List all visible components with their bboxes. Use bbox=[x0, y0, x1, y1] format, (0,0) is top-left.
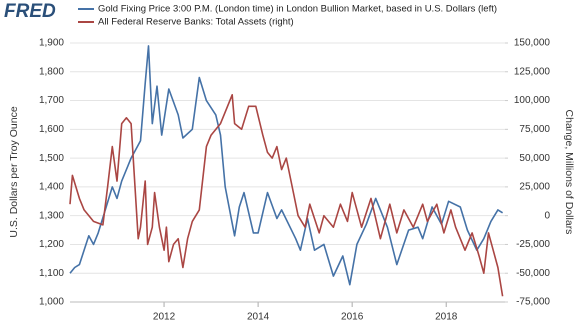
y2-tick-label: -75,000 bbox=[516, 297, 550, 308]
y-tick-label: 1,200 bbox=[39, 239, 64, 250]
y2-tick-label: 100,000 bbox=[514, 95, 551, 106]
y2-tick-label: 0 bbox=[544, 210, 550, 221]
y-tick-label: 1,400 bbox=[39, 182, 64, 193]
y-tick-label: 1,500 bbox=[39, 153, 64, 164]
y2-tick-label: -50,000 bbox=[516, 268, 550, 279]
legend-label: All Federal Reserve Banks: Total Assets … bbox=[98, 17, 294, 28]
logo: FRED bbox=[4, 1, 56, 22]
y-tick-label: 1,300 bbox=[39, 210, 64, 221]
y-axis-title: U.S. Dollars per Troy Ounce bbox=[8, 106, 20, 237]
y2-axis-title: Change, Millions of Dollars bbox=[563, 110, 575, 235]
series-line bbox=[69, 45, 504, 286]
y-tick-label: 1,100 bbox=[39, 268, 64, 279]
y2-tick-label: 25,000 bbox=[519, 182, 550, 193]
y-tick-label: 1,900 bbox=[39, 38, 64, 49]
y-tick-label: 1,700 bbox=[39, 95, 64, 106]
x-tick-label: 2016 bbox=[341, 312, 364, 323]
y-tick-label: 1,800 bbox=[39, 66, 64, 77]
y-tick-label: 1,600 bbox=[39, 124, 64, 135]
y2-tick-label: 75,000 bbox=[519, 124, 550, 135]
y2-tick-label: 50,000 bbox=[519, 153, 550, 164]
y-tick-label: 1,000 bbox=[39, 297, 64, 308]
x-tick-label: 2012 bbox=[153, 312, 176, 323]
legend-label: Gold Fixing Price 3:00 P.M. (London time… bbox=[98, 4, 497, 15]
y2-tick-label: 125,000 bbox=[514, 66, 551, 77]
y2-tick-label: -25,000 bbox=[516, 239, 550, 250]
x-tick-label: 2018 bbox=[435, 312, 458, 323]
y2-tick-label: 150,000 bbox=[514, 38, 551, 49]
x-tick-label: 2014 bbox=[247, 312, 270, 323]
series-line bbox=[69, 94, 504, 297]
